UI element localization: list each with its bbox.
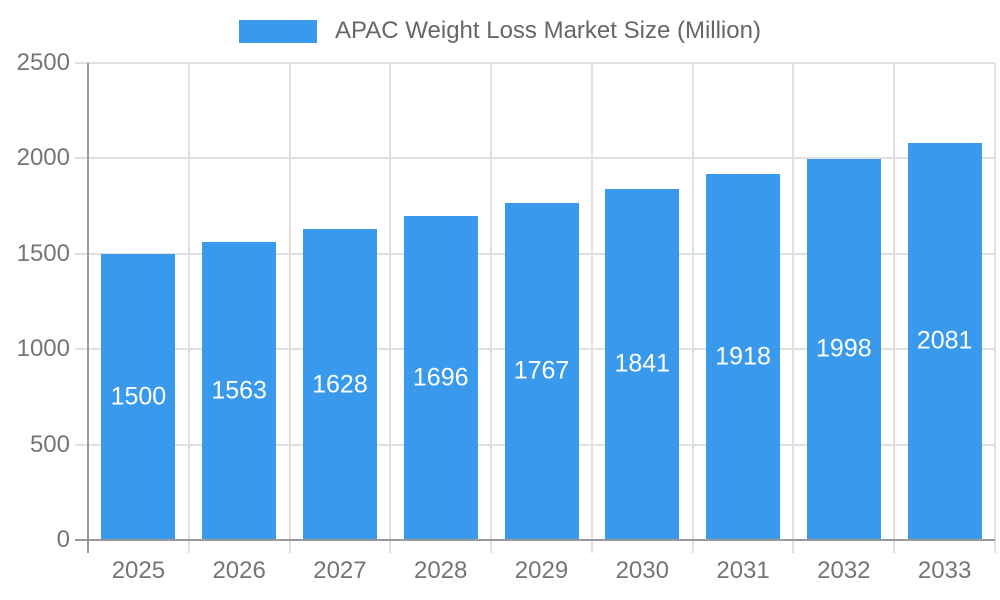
legend-swatch	[239, 19, 318, 43]
gridline-v	[187, 63, 190, 553]
gridline-v	[590, 63, 593, 553]
x-tick-label-2029: 2029	[514, 557, 569, 584]
x-tick-label-2032: 2032	[817, 557, 871, 584]
y-tick-label: 1000	[16, 335, 70, 363]
legend[interactable]: APAC Weight Loss Market Size (Million)	[0, 16, 1000, 46]
gridline-v	[994, 63, 996, 553]
value-label: 1841	[614, 349, 671, 378]
x-tick-label-2033: 2033	[917, 557, 972, 584]
y-tick-label: 500	[29, 430, 70, 458]
gridline-v	[389, 63, 392, 553]
gridline-v	[893, 63, 896, 553]
gridline-v	[288, 63, 291, 553]
y-tick-label: 2500	[16, 49, 70, 76]
x-tick-label-2031: 2031	[716, 557, 770, 584]
y-tick-label: 0	[56, 526, 70, 553]
x-axis-labels: 2025 2026 2027 2028 2029 2030 2031 2032 2033	[88, 556, 995, 590]
x-tick-label-2028: 2028	[414, 557, 468, 584]
bar-2028[interactable]: 1696	[403, 216, 478, 540]
bar-2033[interactable]: 2081	[907, 142, 982, 540]
gridline-v	[792, 63, 795, 553]
bar-2030[interactable]: 1841	[605, 188, 680, 540]
bar-2031[interactable]: 1918	[706, 174, 781, 540]
x-tick-label-2030: 2030	[615, 557, 669, 584]
y-tick-label: 2000	[16, 144, 70, 172]
legend-label: APAC Weight Loss Market Size (Million)	[335, 17, 761, 44]
gridline-v	[691, 63, 694, 553]
bar-2027[interactable]: 1628	[302, 229, 377, 540]
x-axis-line	[75, 539, 995, 541]
bar-2025[interactable]: 1500	[101, 253, 176, 540]
bar-2026[interactable]: 1563	[202, 241, 277, 540]
gridline-h	[75, 157, 995, 160]
gridline-h	[75, 62, 995, 64]
x-tick-label-2026: 2026	[212, 557, 266, 584]
value-label: 2081	[916, 326, 973, 355]
bar-2029[interactable]: 1767	[504, 202, 579, 540]
x-tick-label-2027: 2027	[313, 557, 367, 584]
value-label: 1998	[816, 334, 872, 363]
plot-area: 1500 1563 1628 1696 1767 1841 1918 1998 2081	[75, 62, 996, 553]
bar-2032[interactable]: 1998	[806, 158, 881, 540]
value-label: 1696	[412, 363, 469, 392]
x-tick-label-2025: 2025	[111, 557, 166, 584]
value-label: 1563	[211, 376, 267, 405]
y-tick-label: 1500	[16, 239, 70, 267]
gridline-v	[490, 63, 493, 553]
value-label: 1500	[110, 382, 167, 411]
value-label: 1918	[715, 342, 771, 371]
y-axis-line	[87, 63, 89, 553]
value-label: 1628	[312, 370, 368, 399]
y-axis-labels: 0 500 1000 1500 2000 2500	[0, 50, 70, 553]
value-label: 1767	[513, 356, 570, 385]
